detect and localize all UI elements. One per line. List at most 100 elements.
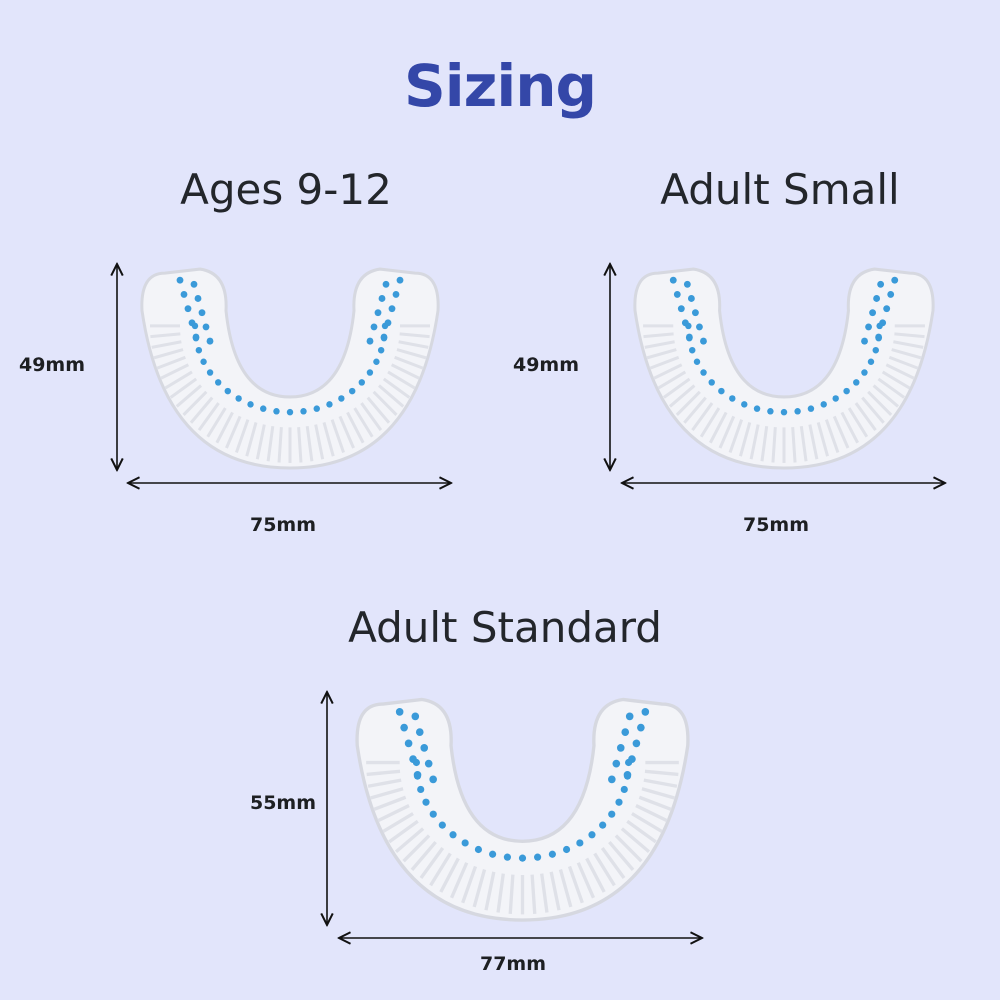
bristle-dot	[215, 379, 222, 386]
bristle-dot	[415, 728, 424, 736]
height-label-adult-small: 49mm	[512, 354, 580, 376]
bristle-dot	[620, 785, 628, 794]
bristle-dot	[380, 333, 388, 341]
bristle-dot	[700, 369, 707, 376]
bristle-dot	[861, 337, 868, 345]
bristle-dot	[534, 853, 542, 861]
bristle-dot	[632, 739, 641, 748]
bristle-dot	[681, 319, 689, 327]
bristle-dot	[887, 290, 895, 298]
bristle-dot	[861, 369, 868, 376]
height-label-adult-standard: 55mm	[249, 792, 317, 814]
bristle-dot	[420, 744, 429, 752]
bristle-dot	[729, 395, 736, 402]
bristle-dot	[693, 358, 701, 365]
bristle-dot	[384, 319, 392, 327]
bristle-dot	[767, 408, 774, 415]
bristle-dot	[198, 309, 206, 317]
bristle-dot	[677, 305, 685, 313]
width-label-ages-9-12: 75mm	[249, 514, 317, 536]
bristle-dot	[883, 305, 891, 313]
bristle-dot	[429, 810, 437, 818]
bristle-dot	[417, 785, 425, 794]
bristle-dot	[832, 395, 839, 402]
bristle-dot	[641, 708, 650, 716]
bristle-dot	[700, 337, 707, 345]
size-title-adult-standard: Adult Standard	[348, 603, 662, 652]
bristle-dot	[872, 346, 879, 354]
bristle-dot	[689, 346, 696, 354]
bristle-dot	[461, 839, 469, 847]
bristle-dot	[794, 408, 801, 415]
bristle-dot	[358, 379, 365, 386]
bristle-dot	[235, 395, 242, 402]
bristle-dot	[683, 280, 691, 288]
bristle-dot	[429, 775, 437, 784]
bristle-dot	[588, 831, 596, 839]
bristle-dot	[224, 387, 231, 395]
bristle-dot	[621, 728, 630, 736]
bristle-dot	[891, 276, 899, 284]
bristle-dot	[273, 408, 280, 415]
bristle-dot	[608, 775, 616, 784]
width-label-adult-small: 75mm	[742, 514, 810, 536]
bristle-dot	[395, 708, 404, 716]
bristle-dot	[202, 323, 210, 331]
bristle-dot	[200, 358, 207, 365]
bristle-dot	[669, 276, 677, 284]
bristle-dot	[409, 755, 417, 763]
bristle-dot	[192, 333, 200, 341]
width-label-adult-standard: 77mm	[479, 953, 547, 975]
bristle-dot	[548, 850, 556, 858]
bristle-dot	[687, 295, 695, 302]
bristle-dot	[206, 369, 214, 376]
bristle-dot	[865, 323, 872, 331]
bristle-dot	[685, 333, 693, 341]
bristle-dot	[400, 723, 408, 732]
bristle-dot	[877, 280, 885, 288]
bristle-dot	[190, 280, 198, 288]
bristle-dot	[370, 323, 378, 331]
bristle-dot	[326, 401, 333, 408]
bristle-dot	[392, 290, 400, 298]
bristle-dot	[206, 337, 214, 345]
bristle-dot	[599, 821, 607, 829]
bristle-dot	[615, 798, 623, 806]
bristle-dot	[807, 405, 815, 412]
bristle-dot	[696, 323, 703, 331]
bristle-dot	[474, 845, 483, 854]
bristle-dot	[741, 401, 748, 408]
bristle-dot	[388, 305, 396, 313]
bristle-dot	[562, 845, 571, 854]
bristle-dot	[180, 290, 188, 298]
bristle-dot	[718, 387, 725, 395]
bristle-dot	[623, 771, 632, 779]
bristle-dot	[194, 295, 202, 302]
bristle-dot	[184, 305, 192, 313]
bristle-dot	[424, 759, 433, 768]
bristle-dot	[377, 346, 385, 354]
size-title-adult-small: Adult Small	[660, 165, 900, 214]
bristle-dot	[378, 295, 386, 302]
brush-head-adult-standard	[355, 697, 690, 922]
bristle-dot	[404, 739, 413, 748]
bristle-dot	[780, 408, 788, 416]
bristle-dot	[518, 854, 527, 862]
page-title: Sizing	[403, 52, 597, 120]
bristle-dot	[873, 295, 881, 302]
bristle-dot	[820, 401, 827, 408]
bristle-dot	[413, 771, 422, 779]
bristle-dot	[188, 319, 196, 327]
bristle-dot	[637, 723, 645, 732]
bristle-dot	[374, 309, 382, 317]
bristle-dot	[867, 358, 875, 365]
bristle-dot	[313, 405, 320, 412]
bristle-dot	[382, 280, 390, 288]
bristle-dot	[879, 319, 887, 327]
bristle-dot	[503, 853, 511, 861]
bristle-dot	[489, 850, 497, 858]
bristle-dot	[612, 759, 621, 768]
bristle-dot	[691, 309, 699, 317]
bristle-dot	[576, 839, 584, 847]
bristle-dot	[673, 290, 681, 298]
